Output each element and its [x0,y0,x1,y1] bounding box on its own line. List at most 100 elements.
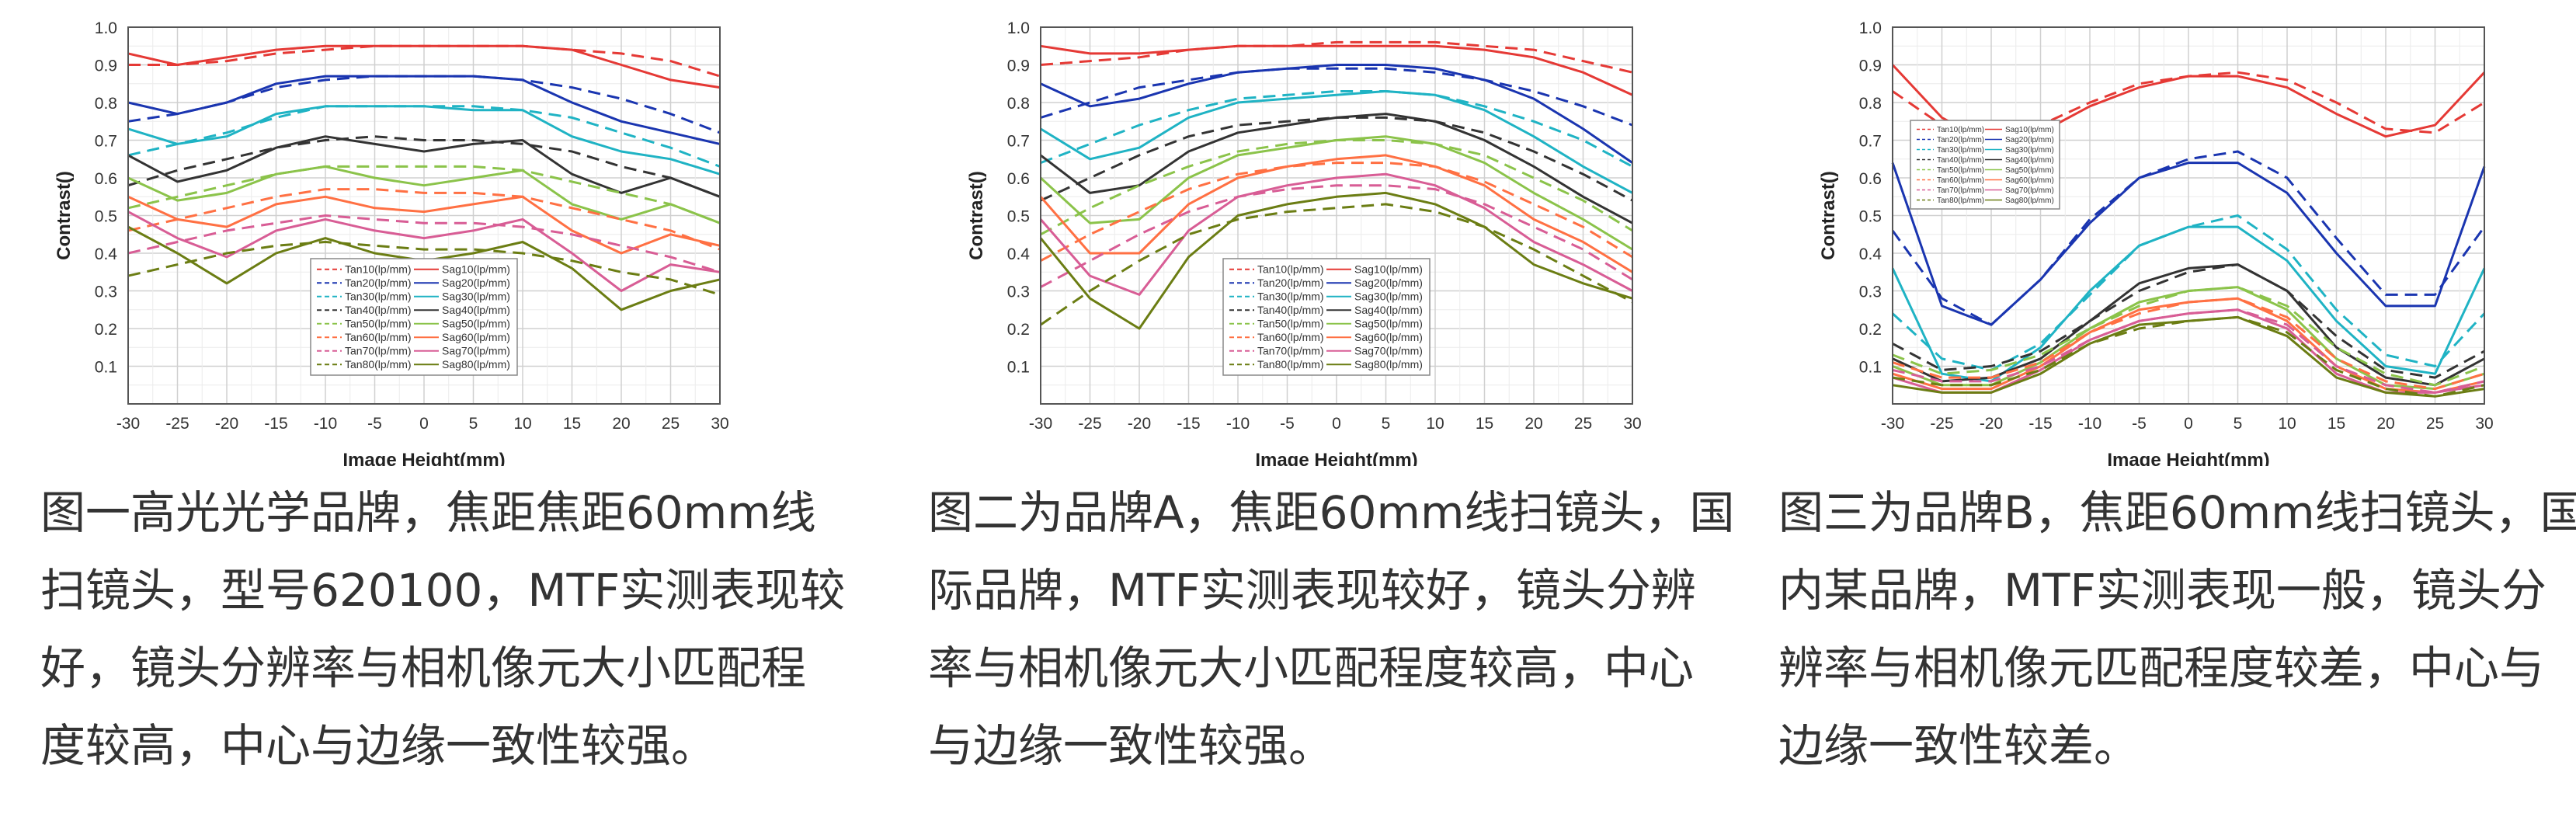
x-tick-label: 5 [469,415,478,433]
series-line-tan30-lp-mm- [1040,90,1633,168]
x-tick-label: -20 [215,415,238,433]
legend-label: Tan80(lp/mm) [345,358,412,371]
y-tick-label: 0.8 [1007,95,1030,113]
x-tick-label: 20 [2376,415,2394,433]
legend-label: Tan70(lp/mm) [1257,345,1324,357]
series-group [1039,40,1633,330]
x-tick-label: 10 [513,415,531,433]
y-tick-label: 0.1 [1859,359,1882,377]
series-line-sag60-lp-mm- [1892,297,2485,394]
legend-label: Tan50(lp/mm) [1937,166,1984,175]
legend-label: Sag50(lp/mm) [442,318,510,330]
legend-label: Sag80(lp/mm) [1354,358,1423,371]
x-tick-label: 10 [2278,415,2296,433]
series-line-tan60-lp-mm- [127,188,721,251]
x-axis-title: Image Height(mm) [1255,450,1417,466]
y-tick-label: 0.1 [1007,359,1030,377]
x-tick-label: -20 [1980,415,2003,433]
series-line-sag40-lp-mm- [127,135,721,198]
legend-label: Sag80(lp/mm) [442,358,510,371]
series-line-sag70-lp-mm- [127,210,721,292]
y-tick-label: 0.5 [1859,208,1882,226]
legend-label: Tan40(lp/mm) [345,304,412,316]
legend-box [1222,258,1431,376]
legend: Tan10(lp/mm)Tan20(lp/mm)Tan30(lp/mm)Tan4… [310,258,518,376]
y-tick-label: 0.8 [1859,95,1882,113]
legend-label: Sag40(lp/mm) [2005,156,2054,165]
legend-label: Sag30(lp/mm) [1354,290,1423,303]
x-tick-label: 30 [1623,415,1641,433]
legend-label: Sag40(lp/mm) [442,304,510,316]
legend-label: Sag10(lp/mm) [2005,126,2054,134]
plot-frame [1892,26,2485,405]
y-tick-label: 0.8 [95,95,117,113]
legend-label: Tan30(lp/mm) [1937,146,1984,155]
series-line-tan10-lp-mm- [1040,40,1633,74]
mtf-chart-2: 0.1 0.2 0.3 0.4 0.5 0.6 0.7 0.8 0.9 1.0 -30 -25 -20 -… [966,19,1642,466]
legend-label: Sag60(lp/mm) [1354,331,1423,343]
legend-label: Tan20(lp/mm) [1937,136,1984,144]
legend-label: Sag50(lp/mm) [2005,166,2054,175]
y-axis-title: Contrast() [1818,171,1839,260]
legend-label: Tan50(lp/mm) [1257,318,1324,330]
legend-label: Tan20(lp/mm) [1257,277,1324,289]
x-tick-label: 0 [1332,415,1341,433]
y-tick-label: 0.2 [95,321,117,339]
x-tick-label: 10 [1426,415,1444,433]
legend: Tan10(lp/mm)Tan20(lp/mm)Tan30(lp/mm)Tan4… [1910,120,2060,210]
legend-label: Tan40(lp/mm) [1257,304,1324,316]
legend-label: Sag40(lp/mm) [1354,304,1423,316]
x-tick-label: -20 [1128,415,1151,433]
legend-label: Tan30(lp/mm) [345,290,412,303]
legend-label: Sag80(lp/mm) [2005,197,2054,205]
plot-frame [127,26,721,405]
legend-label: Sag30(lp/mm) [442,290,510,303]
y-tick-label: 0.4 [95,245,118,263]
y-tick-label: 0.3 [95,284,117,301]
y-tick-label: 0.4 [1007,245,1031,263]
mtf-chart-1: 0.1 0.2 0.3 0.4 0.5 0.6 0.7 0.8 0.9 1.0 -30 -25 -20 -… [54,19,729,466]
series-line-sag70-lp-mm- [1039,172,1633,296]
x-tick-label: -25 [1078,415,1101,433]
y-axis-title: Contrast() [966,171,987,260]
y-tick-label: 0.5 [1007,208,1030,226]
legend-label: Tan60(lp/mm) [1257,331,1324,343]
legend-label: Sag60(lp/mm) [2005,176,2054,185]
legend-label: Sag20(lp/mm) [1354,277,1423,289]
legend-label: Tan60(lp/mm) [345,331,412,343]
caption-3: 图三为品牌B，焦距60mm线扫镜头，国内某品牌，MTF实测表现一般，镜头分辨率与… [1778,486,2576,772]
mtf-panel-3: 0.1 0.2 0.3 0.4 0.5 0.6 0.7 0.8 0.9 1.0 -30 -25 -20 -… [1767,0,2576,828]
y-tick-label: 1.0 [95,19,117,37]
x-tick-label: -30 [116,415,140,433]
legend-label: Tan20(lp/mm) [345,277,412,289]
series-line-tan70-lp-mm- [127,214,721,273]
y-tick-label: 0.4 [1859,245,1882,263]
series-line-tan80-lp-mm- [1892,315,2485,398]
legend-label: Tan80(lp/mm) [1937,197,1984,205]
x-tick-label: -15 [2028,415,2052,433]
series-line-sag10-lp-mm- [1040,44,1633,96]
legend-label: Tan60(lp/mm) [1937,176,1984,185]
x-tick-label: -10 [314,415,337,433]
x-tick-label: 25 [2426,415,2444,433]
legend: Tan10(lp/mm)Tan20(lp/mm)Tan30(lp/mm)Tan4… [1222,258,1431,376]
y-tick-label: 0.5 [95,208,117,226]
legend-label: Tan50(lp/mm) [345,318,412,330]
x-tick-label: -15 [1177,415,1200,433]
legend-label: Sag10(lp/mm) [1354,263,1423,276]
x-tick-label: 30 [711,415,728,433]
y-tick-label: 0.7 [95,133,117,151]
x-tick-label: -30 [1881,415,1904,433]
x-tick-label: 0 [419,415,429,433]
series-line-sag60-lp-mm- [1039,154,1633,273]
legend-label: Sag50(lp/mm) [1354,318,1423,330]
series-line-tan20-lp-mm- [1040,67,1633,127]
y-tick-label: 0.6 [1007,170,1030,188]
x-tick-label: 15 [563,415,581,433]
x-tick-label: -5 [1280,415,1295,433]
x-axis-title: Image Height(mm) [2107,450,2269,466]
x-tick-label: 30 [2475,415,2493,433]
y-axis-title: Contrast() [54,171,75,260]
series-line-tan70-lp-mm- [1040,184,1633,288]
x-tick-label: 5 [1382,415,1391,433]
